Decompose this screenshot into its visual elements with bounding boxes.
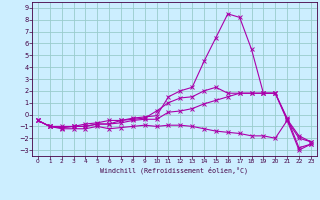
X-axis label: Windchill (Refroidissement éolien,°C): Windchill (Refroidissement éolien,°C) [100,167,248,174]
